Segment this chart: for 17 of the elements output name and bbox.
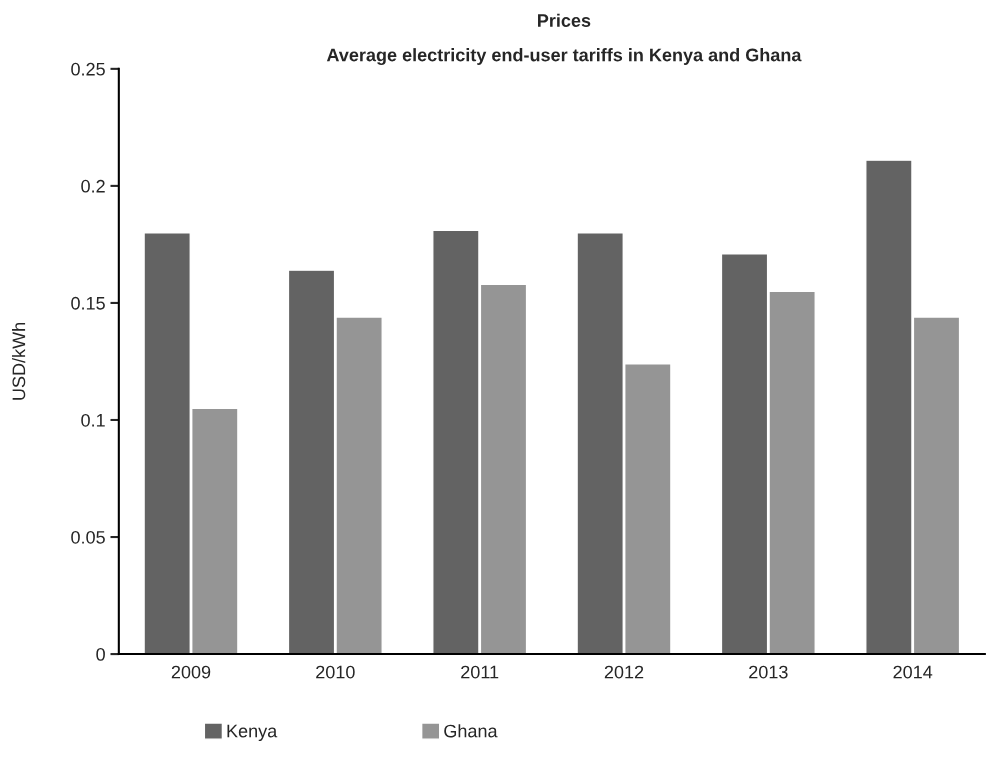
y-tick-label: 0.25 — [71, 62, 105, 76]
x-tick-label: 2013 — [749, 665, 788, 679]
chart-subtitle: Average electricity end-user tariffs in Kenya and Ghana — [326, 48, 802, 66]
y-axis-title: USD/kWh — [12, 323, 26, 400]
y-tick-label: 0.1 — [81, 413, 105, 427]
x-tick-label: 2009 — [171, 665, 211, 679]
x-tick-label: 2012 — [604, 665, 644, 679]
x-tick-label: 2014 — [893, 665, 933, 679]
y-tick-label: 0.2 — [81, 179, 105, 193]
legend-label: Kenya — [227, 724, 278, 742]
legend-label: Ghana — [444, 724, 498, 738]
y-tick-label: 0.05 — [71, 530, 105, 544]
chart-title: Prices — [538, 13, 591, 27]
y-tick-label: 0 — [96, 648, 105, 661]
y-tick-label: 0.15 — [71, 296, 105, 310]
x-tick-label: 2011 — [461, 665, 499, 679]
x-tick-label: 2010 — [316, 665, 355, 679]
